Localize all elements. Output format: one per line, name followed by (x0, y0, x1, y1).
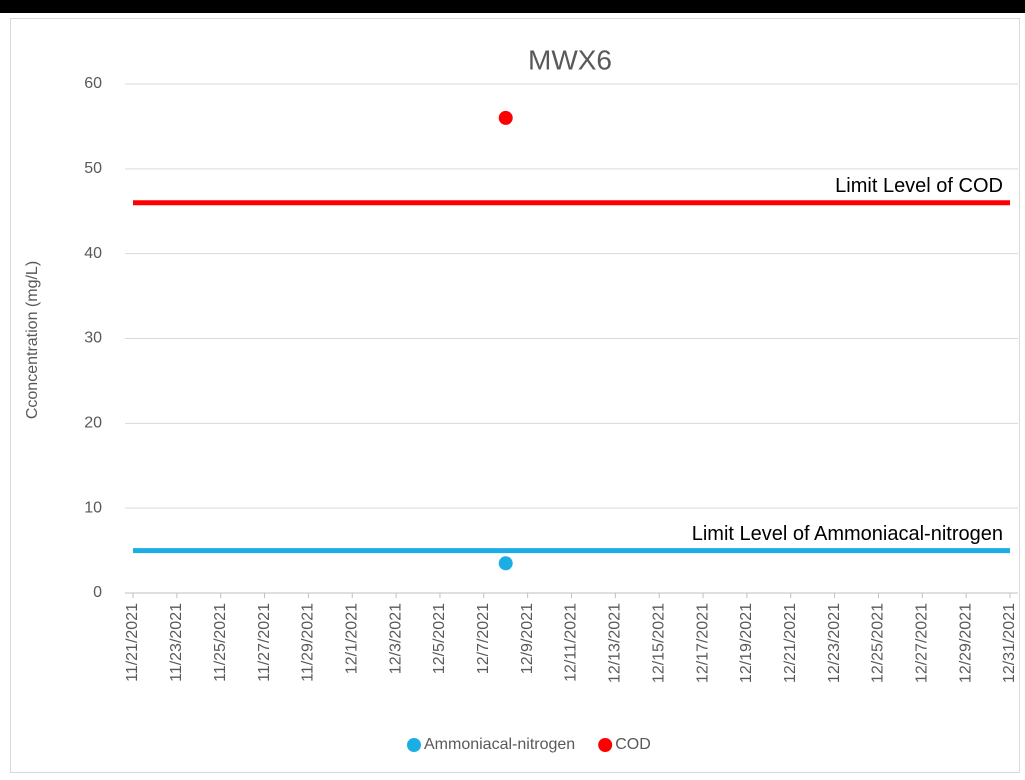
x-tick-label: 12/19/2021 (738, 603, 755, 683)
chart-title: MWX6 (528, 44, 612, 75)
x-tick-label: 12/27/2021 (914, 603, 931, 683)
y-axis-label: Cconcentration (mg/L) (24, 261, 41, 419)
legend-label: COD (615, 736, 651, 753)
x-tick-label: 12/7/2021 (475, 603, 492, 674)
x-tick-label: 11/25/2021 (212, 603, 229, 682)
x-tick-label: 12/25/2021 (870, 603, 887, 683)
data-point (498, 110, 513, 125)
legend-label: Ammoniacal-nitrogen (424, 736, 575, 753)
x-tick-label: 12/13/2021 (607, 603, 624, 683)
x-tick-label: 12/23/2021 (826, 603, 843, 683)
data-point (498, 556, 513, 571)
x-tick-label: 12/3/2021 (387, 603, 404, 674)
limit-label: Limit Level of Ammoniacal-nitrogen (692, 523, 1003, 545)
x-tick-label: 12/1/2021 (343, 603, 360, 674)
legend-marker (598, 738, 613, 752)
y-tick-label: 20 (84, 415, 102, 432)
x-tick-label: 12/29/2021 (957, 603, 974, 683)
limit-label: Limit Level of COD (835, 175, 1003, 197)
y-tick-label: 10 (84, 499, 102, 516)
top-bar (0, 0, 1025, 13)
x-tick-label: 12/17/2021 (694, 603, 711, 683)
y-tick-label: 30 (84, 330, 102, 347)
x-tick-label: 11/27/2021 (256, 603, 273, 682)
x-tick-label: 12/5/2021 (431, 603, 448, 674)
y-tick-label: 50 (84, 160, 102, 177)
x-tick-label: 11/23/2021 (168, 603, 185, 682)
y-tick-label: 60 (84, 75, 102, 92)
y-tick-label: 0 (93, 584, 102, 601)
x-tick-label: 11/21/2021 (124, 603, 141, 682)
y-tick-label: 40 (84, 245, 102, 262)
x-tick-label: 11/29/2021 (300, 603, 317, 682)
x-tick-label: 12/31/2021 (1001, 603, 1018, 683)
x-tick-label: 12/15/2021 (650, 603, 667, 683)
x-tick-label: 12/11/2021 (563, 603, 580, 682)
x-tick-label: 12/9/2021 (519, 603, 536, 674)
chart-border (10, 18, 1020, 773)
legend-marker (407, 738, 421, 752)
x-tick-label: 12/21/2021 (782, 603, 799, 683)
